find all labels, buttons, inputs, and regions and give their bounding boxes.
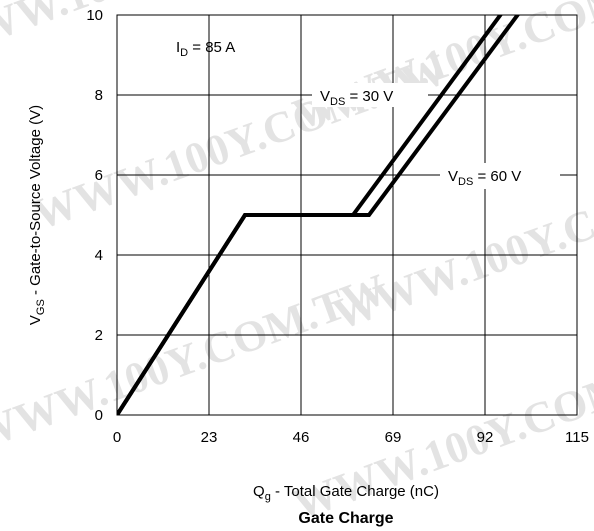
x-tick-label: 69	[385, 429, 402, 446]
plot-border	[116, 14, 578, 416]
series-lines	[117, 15, 521, 415]
series-1-sub: DS	[330, 96, 345, 108]
condition-rest: = 85 A	[188, 39, 235, 56]
series-line-2	[117, 15, 521, 415]
y-tick-label: 10	[86, 7, 103, 24]
x-tick-label: 0	[113, 429, 121, 446]
chart-title: Gate Charge	[298, 510, 393, 527]
x-tick-label: 46	[293, 429, 310, 446]
label-bg-30v	[312, 83, 428, 107]
series-1-rest: = 30 V	[345, 88, 393, 105]
label-bg-60v	[440, 163, 560, 189]
x-axis-main: Q	[253, 483, 265, 500]
x-tick-label: 92	[477, 429, 494, 446]
x-tick-label: 115	[565, 429, 589, 446]
x-axis-title: Qg - Total Gate Charge (nC)	[253, 483, 439, 503]
y-axis-main: V	[27, 315, 44, 325]
watermark-text: WWW.100Y.COM.TW	[0, 0, 353, 69]
y-axis-sub: GS	[35, 299, 47, 315]
condition-main: I	[176, 39, 180, 56]
series-2-sub: DS	[458, 176, 473, 188]
x-tick-label: 23	[201, 429, 218, 446]
y-tick-label: 2	[95, 327, 103, 344]
series-2-rest: = 60 V	[473, 168, 521, 185]
series-2-main: V	[448, 168, 458, 185]
y-tick-label: 0	[95, 407, 103, 424]
y-tick-label: 6	[95, 167, 103, 184]
x-axis-rest: - Total Gate Charge (nC)	[271, 483, 439, 500]
plot-frame	[116, 14, 578, 416]
x-axis-sub: g	[265, 491, 271, 503]
series-1-main: V	[320, 88, 330, 105]
y-tick-label: 8	[95, 87, 103, 104]
watermark-text: WWW.100Y.COM.TW	[287, 334, 594, 529]
y-axis-rest: - Gate-to-Source Voltage (V)	[27, 105, 44, 299]
legend-vds-60: VDS = 60 V	[448, 168, 521, 188]
condition-sub: D	[180, 47, 188, 59]
y-axis-title: VGS - Gate-to-Source Voltage (V)	[27, 105, 47, 325]
condition-label: ID = 85 A	[176, 39, 235, 59]
y-tick-label: 4	[95, 247, 103, 264]
legend-vds-30: VDS = 30 V	[320, 88, 393, 108]
